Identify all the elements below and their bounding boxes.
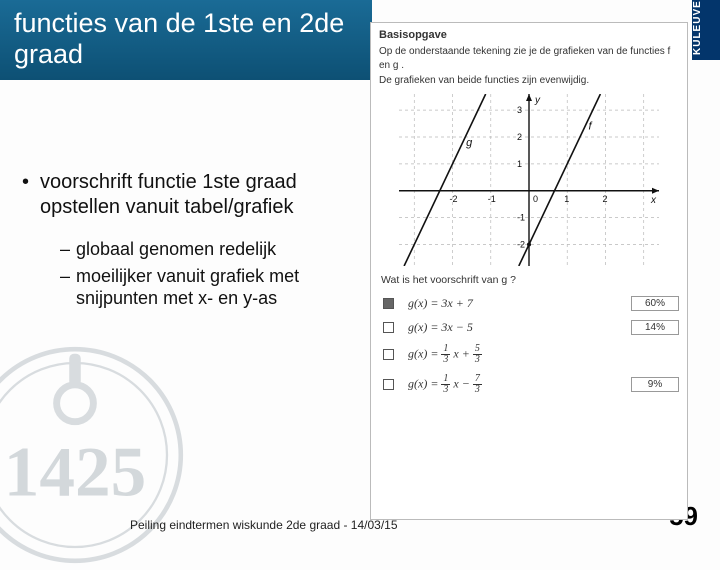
page-title: functies van de 1ste en 2de graad — [14, 8, 358, 70]
exercise-intro-2: De grafieken van beide functies zijn eve… — [379, 74, 679, 88]
option-checkbox[interactable] — [383, 349, 394, 360]
option-formula: g(x) = 13 x + 53 — [408, 344, 679, 365]
exercise-heading: Basisopgave — [379, 29, 679, 41]
svg-text:x: x — [650, 194, 657, 205]
option-checkbox[interactable] — [383, 322, 394, 333]
option-row: g(x) = 3x + 7 60% — [383, 296, 679, 311]
option-formula: g(x) = 3x − 5 — [408, 320, 617, 335]
option-checkbox[interactable] — [383, 379, 394, 390]
options-list: g(x) = 3x + 7 60% g(x) = 3x − 5 14% g(x) = 1… — [379, 296, 679, 395]
brand-stripe: KULEUVE — [692, 0, 720, 60]
footer-text: Peiling eindtermen wiskunde 2de graad - … — [130, 518, 398, 532]
main-bullet: voorschrift functie 1ste graad opstellen… — [22, 170, 352, 220]
option-row: g(x) = 13 x + 53 — [383, 344, 679, 365]
option-row: g(x) = 3x − 5 14% — [383, 320, 679, 335]
svg-text:2: 2 — [602, 193, 607, 203]
svg-text:3: 3 — [517, 105, 522, 115]
option-formula: g(x) = 3x + 7 — [408, 296, 617, 311]
svg-text:1: 1 — [564, 193, 569, 203]
option-percentage: 60% — [631, 296, 679, 311]
svg-text:-1: -1 — [488, 193, 496, 203]
content-left: voorschrift functie 1ste graad opstellen… — [22, 170, 352, 314]
sub-bullet-list: globaal genomen redelijk moeilijker vanu… — [22, 238, 352, 310]
svg-text:1425: 1425 — [4, 432, 147, 511]
background-seal: 1425 — [0, 340, 190, 570]
svg-text:-2: -2 — [450, 193, 458, 203]
sub-bullet: globaal genomen redelijk — [60, 238, 352, 261]
title-bar: functies van de 1ste en 2de graad — [0, 0, 372, 80]
option-formula: g(x) = 13 x − 73 — [408, 374, 617, 395]
exercise-question: Wat is het voorschrift van g ? — [381, 274, 679, 286]
svg-text:-1: -1 — [517, 212, 525, 222]
exercise-intro-1: Op de onderstaande tekening zie je de gr… — [379, 45, 679, 72]
option-percentage: 9% — [631, 377, 679, 392]
svg-text:1: 1 — [517, 158, 522, 168]
sub-bullet: moeilijker vanuit grafiek met snijpunten… — [60, 265, 352, 310]
svg-text:2: 2 — [517, 132, 522, 142]
svg-text:-2: -2 — [517, 239, 525, 249]
exercise-panel: Basisopgave Op de onderstaande tekening … — [370, 22, 688, 520]
function-graph: xy-2-1012-2-1123fg — [399, 94, 659, 266]
svg-text:g: g — [466, 136, 473, 148]
option-row: g(x) = 13 x − 73 9% — [383, 374, 679, 395]
option-percentage: 14% — [631, 320, 679, 335]
svg-text:0: 0 — [533, 193, 538, 203]
option-checkbox[interactable] — [383, 298, 394, 309]
graph-container: xy-2-1012-2-1123fg — [399, 94, 659, 266]
svg-text:y: y — [534, 95, 541, 106]
